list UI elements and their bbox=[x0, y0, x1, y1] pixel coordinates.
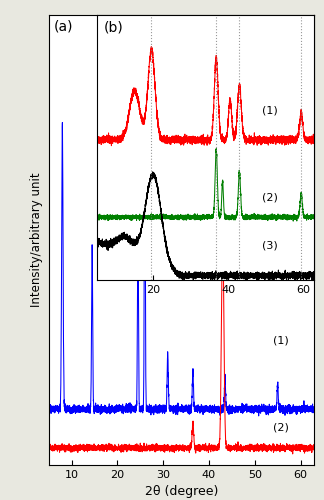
Text: (b): (b) bbox=[104, 20, 123, 34]
X-axis label: 2θ (degree): 2θ (degree) bbox=[145, 486, 218, 498]
Text: (2): (2) bbox=[262, 192, 278, 202]
Text: (3): (3) bbox=[262, 240, 278, 250]
Text: (1): (1) bbox=[262, 106, 278, 116]
Text: (2): (2) bbox=[273, 423, 289, 433]
Y-axis label: Intensity/arbitrary unit: Intensity/arbitrary unit bbox=[30, 172, 43, 308]
Text: (a): (a) bbox=[54, 20, 74, 34]
Text: (1): (1) bbox=[273, 336, 289, 346]
